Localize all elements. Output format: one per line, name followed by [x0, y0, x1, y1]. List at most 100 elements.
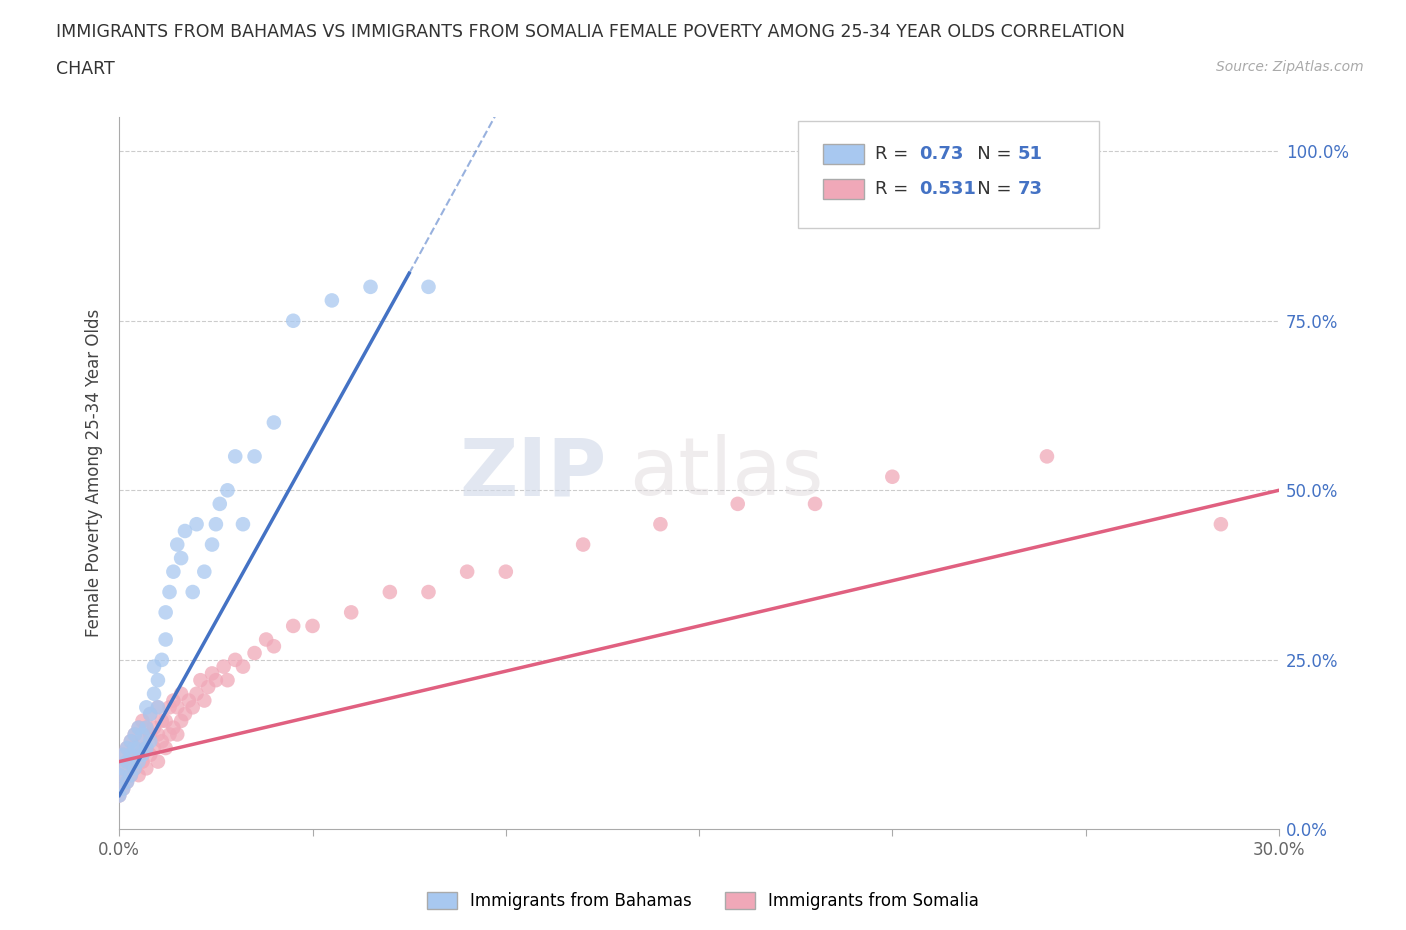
Point — [232, 659, 254, 674]
Point — [115, 754, 138, 769]
Text: R =: R = — [876, 145, 914, 163]
Point — [162, 693, 184, 708]
Point — [186, 517, 208, 532]
Text: atlas: atlas — [630, 434, 824, 512]
Point — [170, 713, 193, 728]
Point — [146, 727, 169, 742]
Point — [143, 740, 166, 755]
Point — [115, 754, 138, 769]
Point — [190, 672, 212, 687]
Point — [162, 565, 184, 579]
Point — [146, 672, 169, 687]
Point — [159, 727, 181, 742]
Point — [1036, 449, 1059, 464]
Point — [115, 775, 138, 790]
Point — [155, 632, 177, 647]
Point — [143, 720, 166, 735]
Point — [150, 713, 173, 728]
Point — [128, 767, 150, 782]
Point — [201, 666, 224, 681]
Point — [124, 740, 146, 755]
FancyBboxPatch shape — [823, 179, 863, 199]
Point — [131, 734, 153, 749]
Point — [128, 720, 150, 735]
Point — [150, 734, 173, 749]
Point — [115, 775, 138, 790]
Point — [193, 565, 215, 579]
Point — [135, 720, 157, 735]
Y-axis label: Female Poverty Among 25-34 Year Olds: Female Poverty Among 25-34 Year Olds — [86, 309, 103, 637]
Point — [146, 700, 169, 715]
Point — [120, 767, 142, 782]
Point — [263, 639, 285, 654]
Point — [139, 707, 162, 722]
Point — [120, 734, 142, 749]
Point — [146, 754, 169, 769]
Point — [139, 707, 162, 722]
Point — [112, 748, 135, 763]
Point — [650, 517, 672, 532]
Point — [1209, 517, 1232, 532]
Point — [205, 517, 228, 532]
Point — [186, 686, 208, 701]
Point — [135, 761, 157, 776]
Point — [155, 604, 177, 619]
Point — [572, 538, 595, 552]
Point — [170, 686, 193, 701]
Point — [131, 748, 153, 763]
Point — [108, 788, 131, 803]
Point — [146, 700, 169, 715]
Point — [159, 700, 181, 715]
Point — [108, 767, 131, 782]
Point — [131, 754, 153, 769]
Point — [224, 653, 246, 668]
Point — [143, 686, 166, 701]
Point — [124, 761, 146, 776]
Point — [128, 720, 150, 735]
Point — [193, 693, 215, 708]
Point — [170, 551, 193, 565]
Point — [115, 740, 138, 755]
Point — [120, 748, 142, 763]
Text: IMMIGRANTS FROM BAHAMAS VS IMMIGRANTS FROM SOMALIA FEMALE POVERTY AMONG 25-34 YE: IMMIGRANTS FROM BAHAMAS VS IMMIGRANTS FR… — [56, 23, 1125, 41]
Text: CHART: CHART — [56, 60, 115, 78]
Point — [197, 680, 219, 695]
Text: 73: 73 — [1018, 180, 1043, 198]
Point — [112, 781, 135, 796]
Point — [159, 585, 181, 600]
Text: N =: N = — [960, 180, 1017, 198]
Point — [456, 565, 478, 579]
Point — [108, 767, 131, 782]
Text: ZIP: ZIP — [458, 434, 606, 512]
Point — [124, 761, 146, 776]
Text: R =: R = — [876, 180, 914, 198]
Text: Source: ZipAtlas.com: Source: ZipAtlas.com — [1216, 60, 1364, 74]
Point — [340, 604, 363, 619]
Point — [208, 497, 231, 512]
Point — [131, 727, 153, 742]
Point — [131, 713, 153, 728]
Point — [135, 700, 157, 715]
Point — [232, 517, 254, 532]
Point — [128, 740, 150, 755]
Point — [135, 720, 157, 735]
Point — [378, 585, 401, 600]
Point — [418, 279, 440, 294]
Point — [120, 754, 142, 769]
Point — [120, 767, 142, 782]
Point — [120, 734, 142, 749]
Point — [139, 734, 162, 749]
Point — [418, 585, 440, 600]
Point — [321, 293, 343, 308]
Point — [205, 672, 228, 687]
Point — [174, 524, 197, 538]
Point — [283, 618, 305, 633]
Point — [727, 497, 749, 512]
Point — [201, 538, 224, 552]
FancyBboxPatch shape — [823, 143, 863, 164]
Point — [495, 565, 517, 579]
Point — [174, 707, 197, 722]
Point — [108, 788, 131, 803]
Text: N =: N = — [960, 145, 1017, 163]
Legend: Immigrants from Bahamas, Immigrants from Somalia: Immigrants from Bahamas, Immigrants from… — [420, 885, 986, 917]
